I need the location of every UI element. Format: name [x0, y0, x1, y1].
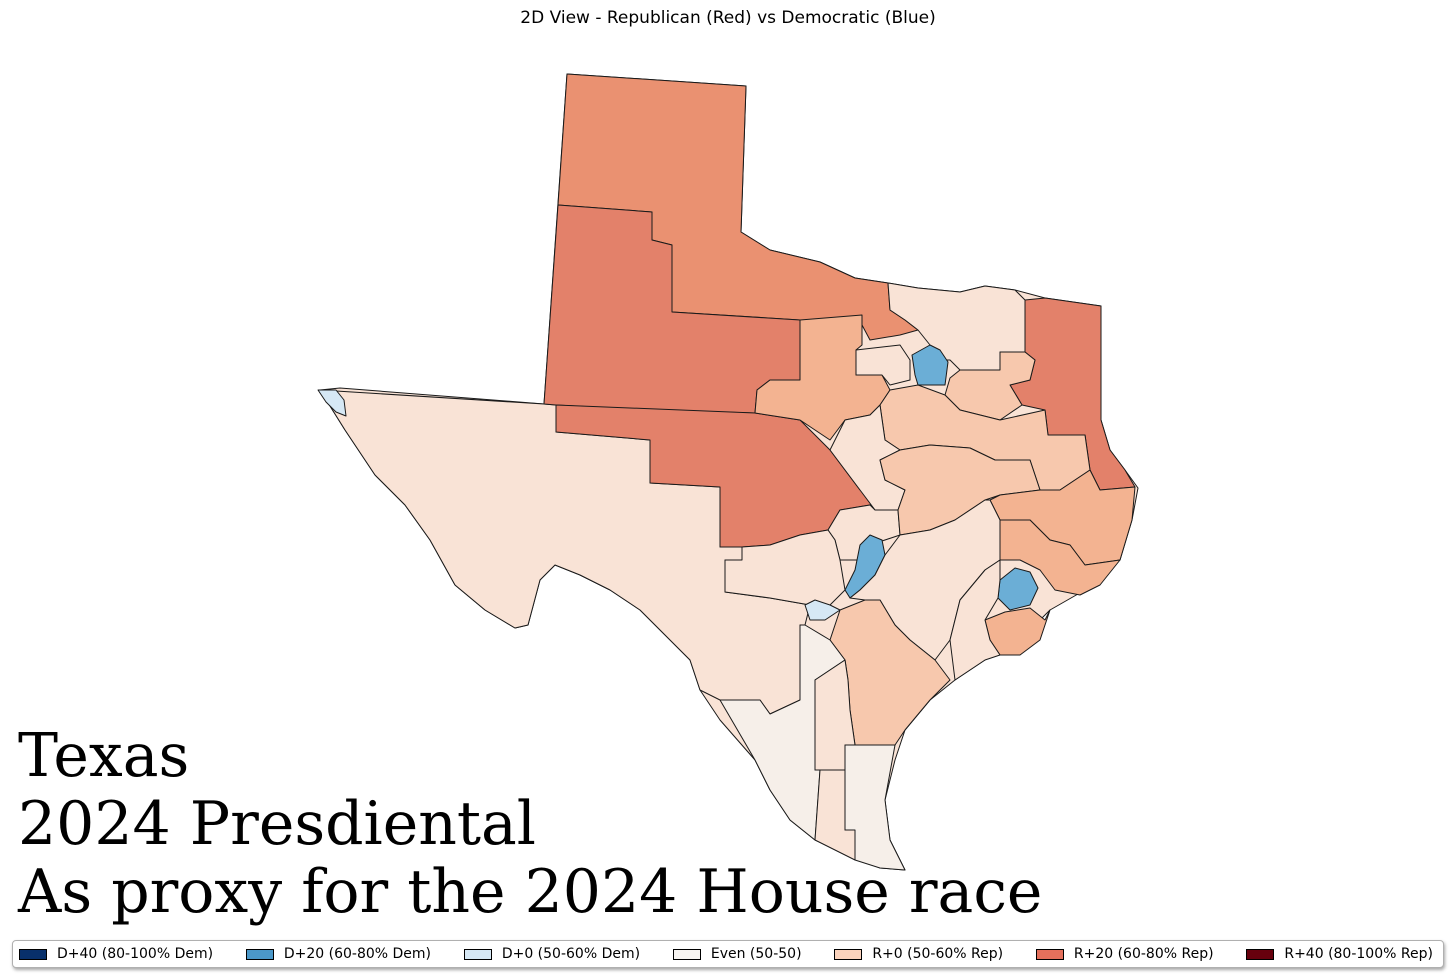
map-title: 2D View - Republican (Red) vs Democratic…: [520, 8, 936, 28]
legend-swatch-d0: [463, 948, 492, 960]
district-dfw-core: [911, 344, 949, 386]
legend-item-d20: D+20 (60-80% Dem): [245, 946, 432, 962]
legend-label-d0: D+0 (50-60% Dem): [501, 946, 641, 962]
legend-swatch-r20: [1035, 948, 1064, 960]
legend-swatch-r0: [834, 948, 863, 960]
map-legend: D+40 (80-100% Dem) D+20 (60-80% Dem) D+0…: [12, 940, 1444, 968]
legend-label-even: Even (50-50): [710, 946, 802, 962]
district-san-antonio-north: [724, 529, 846, 606]
caption-state: Texas: [18, 721, 190, 791]
legend-item-r40: R+40 (80-100% Rep): [1246, 946, 1433, 962]
map-caption: Texas 2024 Presdiental As proxy for the …: [18, 722, 1042, 926]
legend-item-d0: D+0 (50-60% Dem): [463, 946, 641, 962]
legend-label-r0: R+0 (50-60% Rep): [872, 946, 1004, 962]
legend-label-d20: D+20 (60-80% Dem): [283, 946, 432, 962]
legend-label-r20: R+20 (60-80% Rep): [1073, 946, 1214, 962]
legend-label-r40: R+40 (80-100% Rep): [1284, 946, 1433, 962]
legend-label-d40: D+40 (80-100% Dem): [57, 946, 214, 962]
legend-swatch-even: [672, 948, 701, 960]
district-houston-core: [997, 567, 1039, 611]
district-houston-north: [999, 519, 1121, 596]
legend-item-even: Even (50-50): [672, 946, 802, 962]
legend-swatch-d40: [19, 948, 47, 960]
legend-item-r20: R+20 (60-80% Rep): [1035, 946, 1214, 962]
caption-election: 2024 Presdiental: [18, 789, 536, 859]
district-houston-west: [949, 559, 1001, 681]
district-el-paso: [317, 389, 347, 417]
legend-item-r0: R+0 (50-60% Rep): [834, 946, 1003, 962]
legend-swatch-d20: [245, 948, 274, 960]
legend-swatch-r40: [1246, 948, 1275, 960]
caption-note: As proxy for the 2024 House race: [18, 857, 1043, 927]
legend-item-d40: D+40 (80-100% Dem): [19, 946, 213, 962]
district-valley-east: [844, 744, 906, 871]
district-dfw-west: [855, 344, 911, 386]
